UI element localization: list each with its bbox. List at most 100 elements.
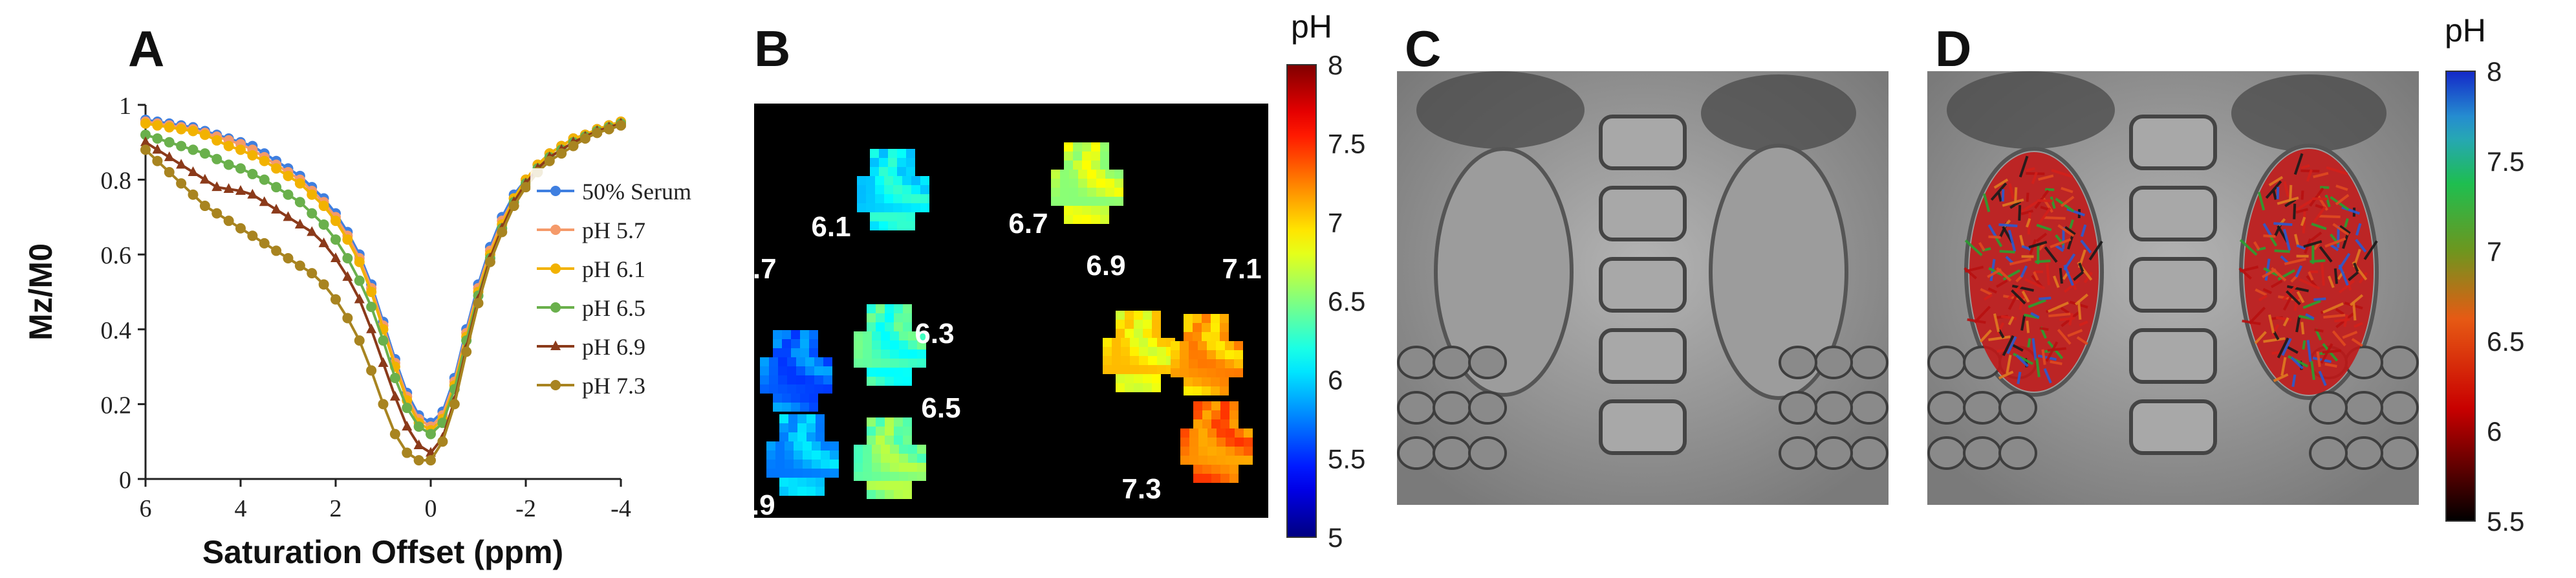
- overlay-stroke: [2322, 302, 2344, 314]
- data-point: [307, 226, 318, 236]
- overlay-stroke: [2015, 354, 2029, 368]
- colorbar-tick-label: 5: [1328, 522, 1343, 553]
- map-pixel: [1226, 428, 1235, 438]
- map-pixel: [806, 478, 816, 487]
- overlay-stroke: [2280, 357, 2287, 376]
- data-point: [223, 216, 234, 227]
- overlay-stroke: [2295, 317, 2301, 333]
- map-pixel: [1073, 206, 1082, 215]
- legend-background: [530, 168, 744, 408]
- colorbar-gradient: [1286, 64, 1317, 538]
- data-point: [402, 403, 413, 414]
- map-pixel: [1078, 170, 1087, 179]
- overlay-stroke: [2333, 268, 2338, 284]
- map-pixel: [812, 460, 821, 469]
- map-pixel: [800, 403, 809, 412]
- data-point: [294, 197, 305, 208]
- overlay-stroke: [2018, 205, 2022, 221]
- data-point: [188, 166, 199, 177]
- overlay-stroke: [2061, 186, 2073, 194]
- overlay-stroke: [2303, 240, 2322, 248]
- vial-ph-label: 7.1: [1222, 253, 1261, 285]
- map-pixel: [1211, 465, 1220, 474]
- map-pixel: [890, 331, 899, 340]
- map-pixel: [785, 469, 794, 478]
- map-pixel: [908, 463, 917, 472]
- map-pixel: [875, 203, 884, 212]
- overlay-stroke: [2273, 373, 2289, 383]
- overlay-stroke: [2039, 326, 2049, 331]
- map-pixel: [1157, 365, 1166, 374]
- bowel-loop: [1397, 436, 1436, 470]
- map-pixel: [1130, 365, 1139, 374]
- map-pixel: [791, 339, 800, 348]
- overlay-stroke: [2271, 351, 2281, 355]
- overlay-stroke: [2038, 174, 2054, 181]
- legend-label: pH 7.3: [582, 373, 645, 399]
- bowel-loop: [1468, 391, 1507, 425]
- map-pixel: [890, 463, 899, 472]
- map-pixel: [816, 478, 825, 487]
- overlay-stroke: [2355, 223, 2362, 236]
- data-point: [354, 335, 365, 346]
- map-pixel: [1148, 356, 1157, 365]
- data-point: [259, 238, 270, 249]
- bowel-loop: [2344, 436, 2383, 470]
- map-pixel: [1100, 151, 1109, 161]
- map-pixel: [1198, 350, 1207, 359]
- map-pixel: [894, 427, 903, 436]
- overlay-stroke: [2048, 312, 2071, 318]
- map-pixel: [800, 348, 809, 357]
- map-pixel: [893, 194, 902, 203]
- map-pixel: [903, 304, 912, 313]
- map-pixel: [867, 313, 876, 322]
- overlay-stroke: [2316, 351, 2321, 368]
- map-pixel: [903, 481, 912, 490]
- bowel-loop: [1850, 436, 1889, 470]
- map-pixel: [881, 445, 890, 454]
- map-pixel: [885, 322, 894, 331]
- map-pixel: [1121, 356, 1130, 365]
- map-pixel: [903, 368, 912, 377]
- map-pixel: [800, 394, 809, 403]
- map-pixel: [796, 375, 805, 384]
- map-pixel: [791, 348, 800, 357]
- overlay-stroke: [2262, 223, 2273, 238]
- legend-swatch-marker: [550, 340, 561, 350]
- map-pixel: [857, 176, 866, 185]
- map-pixel: [908, 331, 917, 340]
- overlay-stroke: [1997, 322, 2005, 335]
- overlay-stroke: [2048, 301, 2069, 313]
- bowel-loop: [1397, 391, 1436, 425]
- overlay-stroke: [2011, 284, 2034, 292]
- map-pixel: [1220, 465, 1229, 474]
- overlay-stroke: [2039, 296, 2051, 300]
- map-pixel: [1091, 215, 1100, 224]
- overlay-stroke: [2034, 189, 2050, 209]
- overlay-stroke: [2311, 222, 2327, 230]
- map-pixel: [797, 487, 806, 496]
- overlay-stroke: [2030, 312, 2040, 319]
- kidney-ph-overlay-image: [1927, 71, 2419, 505]
- ph-colorbar-overlay: 8 7.5 7 6.5 6 5.5: [2445, 56, 2524, 537]
- bowel-loop: [1927, 391, 1966, 425]
- map-pixel: [1134, 320, 1143, 329]
- data-point: [378, 399, 389, 410]
- map-pixel: [1198, 428, 1207, 438]
- data-point: [235, 144, 246, 155]
- map-pixel: [1234, 359, 1243, 368]
- data-point: [318, 279, 329, 290]
- data-point: [211, 181, 222, 192]
- data-point: [283, 211, 294, 221]
- map-pixel: [766, 441, 775, 450]
- map-pixel: [1193, 419, 1202, 428]
- map-pixel: [791, 330, 800, 339]
- overlay-stroke: [2079, 320, 2088, 327]
- map-pixel: [1116, 320, 1125, 329]
- map-pixel: [863, 350, 872, 359]
- map-pixel: [884, 176, 893, 185]
- map-pixel: [863, 472, 872, 481]
- data-point: [413, 421, 424, 432]
- overlay-stroke: [2277, 337, 2289, 359]
- map-pixel: [881, 454, 890, 463]
